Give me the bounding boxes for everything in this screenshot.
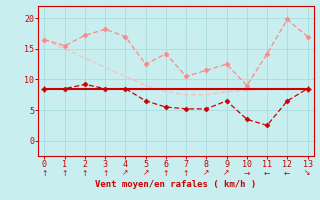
Text: ←: ← — [284, 168, 291, 178]
Text: ↑: ↑ — [82, 168, 88, 178]
Text: ↗: ↗ — [122, 168, 129, 178]
Text: ↑: ↑ — [61, 168, 68, 178]
Text: ↑: ↑ — [102, 168, 108, 178]
Text: ↗: ↗ — [142, 168, 149, 178]
Text: ↘: ↘ — [304, 168, 311, 178]
X-axis label: Vent moyen/en rafales ( km/h ): Vent moyen/en rafales ( km/h ) — [95, 180, 257, 189]
Text: →: → — [244, 168, 250, 178]
Text: ↗: ↗ — [223, 168, 230, 178]
Text: ↗: ↗ — [203, 168, 210, 178]
Text: ←: ← — [264, 168, 270, 178]
Text: ↑: ↑ — [163, 168, 169, 178]
Text: ↑: ↑ — [41, 168, 48, 178]
Text: ↑: ↑ — [183, 168, 189, 178]
